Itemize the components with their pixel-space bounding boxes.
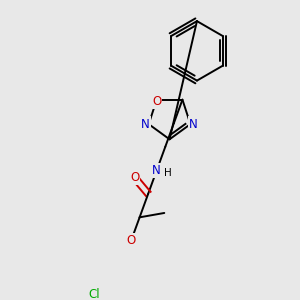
Text: O: O <box>130 171 139 184</box>
Text: N: N <box>152 164 161 177</box>
Text: N: N <box>189 118 198 131</box>
Text: Cl: Cl <box>89 288 100 300</box>
Text: O: O <box>152 95 161 108</box>
Text: O: O <box>126 234 136 248</box>
Text: N: N <box>141 118 150 131</box>
Text: H: H <box>164 168 172 178</box>
